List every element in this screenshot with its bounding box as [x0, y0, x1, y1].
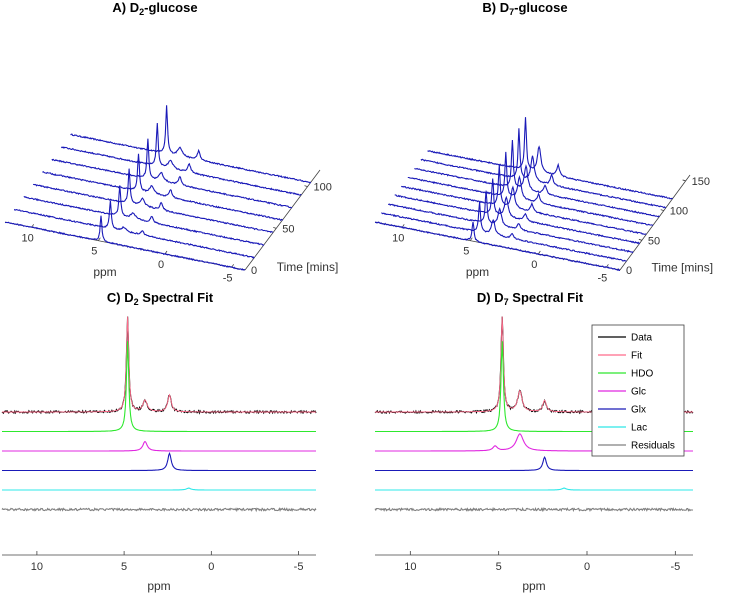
- ppm-tick: [469, 237, 473, 241]
- waterfall-trace: [420, 128, 667, 209]
- waterfall-trace: [388, 190, 634, 254]
- waterfall-trace: [70, 105, 312, 184]
- legend-label-lac: Lac: [631, 423, 647, 434]
- ppm-tick-label: 0: [531, 259, 537, 271]
- waterfall-trace: [400, 165, 647, 235]
- time-tick-label: 50: [282, 223, 294, 235]
- time-axis-line: [619, 174, 691, 271]
- legend-label-fit: Fit: [631, 351, 642, 362]
- time-tick: [660, 209, 664, 212]
- waterfall-trace: [23, 185, 265, 247]
- time-axis-label: Time [mins]: [652, 260, 714, 274]
- panel-d-title: D) D7 Spectral Fit: [477, 290, 584, 307]
- time-tick-label: 0: [251, 265, 257, 277]
- ppm-tick-label: 5: [91, 246, 97, 258]
- series-lac: [375, 487, 693, 491]
- ppm-tick-label: -5: [670, 561, 680, 573]
- time-tick: [304, 185, 308, 188]
- panel-a-title: A) D2-glucose: [112, 0, 197, 17]
- legend-label-residuals: Residuals: [631, 441, 675, 452]
- legend-label-hdo: HDO: [631, 369, 653, 380]
- time-tick-label: 0: [626, 265, 632, 277]
- ppm-tick-label: -5: [294, 561, 304, 573]
- ppm-tick-label: 5: [496, 561, 502, 573]
- waterfall-trace: [394, 178, 641, 245]
- time-axis-label: Time [mins]: [277, 260, 339, 274]
- time-tick-label: 150: [692, 176, 710, 188]
- ppm-tick-label: -5: [223, 272, 233, 284]
- series-lac: [2, 487, 316, 491]
- ppm-tick-label: 0: [584, 561, 590, 573]
- waterfall-trace: [51, 138, 293, 209]
- time-tick: [682, 179, 686, 182]
- waterfall-trace: [381, 202, 627, 262]
- ppm-tick-label: 0: [158, 259, 164, 271]
- series-data: [1, 316, 317, 415]
- ppm-tick-label: 5: [463, 246, 469, 258]
- ppm-tick: [538, 250, 541, 255]
- ppm-axis-label: ppm: [147, 579, 170, 593]
- ppm-axis-label: ppm: [522, 579, 545, 593]
- legend-label-data: Data: [631, 333, 653, 344]
- series-glx: [2, 451, 316, 472]
- panel-c-title: C) D2 Spectral Fit: [107, 290, 214, 307]
- panel-c-spectral-fit: 10 5 0 -5 ppm: [1, 316, 317, 593]
- ppm-tick-label: 10: [404, 561, 416, 573]
- series-residuals: [1, 507, 317, 513]
- waterfall-trace: [4, 215, 246, 271]
- waterfall-trace: [33, 168, 274, 234]
- series-glc: [2, 440, 316, 452]
- waterfall-trace: [60, 122, 302, 196]
- panel-d-spectral-fit: 10 5 0 -5 ppm: [374, 316, 694, 593]
- ppm-tick-label: 10: [392, 232, 404, 244]
- series-hdo: [2, 341, 316, 433]
- time-tick-label: 100: [314, 182, 332, 194]
- time-tick-label: 100: [670, 206, 688, 218]
- series-residuals: [374, 506, 694, 513]
- ppm-axis-label: ppm: [93, 265, 116, 279]
- waterfall-trace: [407, 151, 654, 226]
- waterfall-trace: [13, 200, 255, 259]
- ppm-tick: [98, 237, 101, 241]
- waterfall-trace: [42, 153, 283, 221]
- ppm-tick-label: 5: [121, 561, 127, 573]
- time-tick: [273, 226, 277, 229]
- time-tick: [638, 238, 643, 241]
- ppm-tick-label: -5: [597, 272, 607, 284]
- ppm-tick-label: 10: [31, 561, 43, 573]
- ppm-tick-label: 0: [208, 561, 214, 573]
- ppm-tick-label: 10: [22, 232, 34, 244]
- ppm-axis-label: ppm: [466, 265, 489, 279]
- panel-b-title: B) D7-glucose: [482, 0, 567, 17]
- series-glx: [375, 456, 693, 472]
- waterfall-trace: [427, 117, 673, 200]
- waterfall-trace: [374, 221, 620, 271]
- waterfall-trace: [414, 139, 660, 218]
- legend: Data Fit HDO Glc Glx Lac Residuals: [591, 324, 685, 457]
- series-fit: [2, 316, 316, 413]
- legend-label-glc: Glc: [631, 387, 646, 398]
- legend-label-glx: Glx: [631, 405, 646, 416]
- time-tick-label: 50: [648, 235, 660, 247]
